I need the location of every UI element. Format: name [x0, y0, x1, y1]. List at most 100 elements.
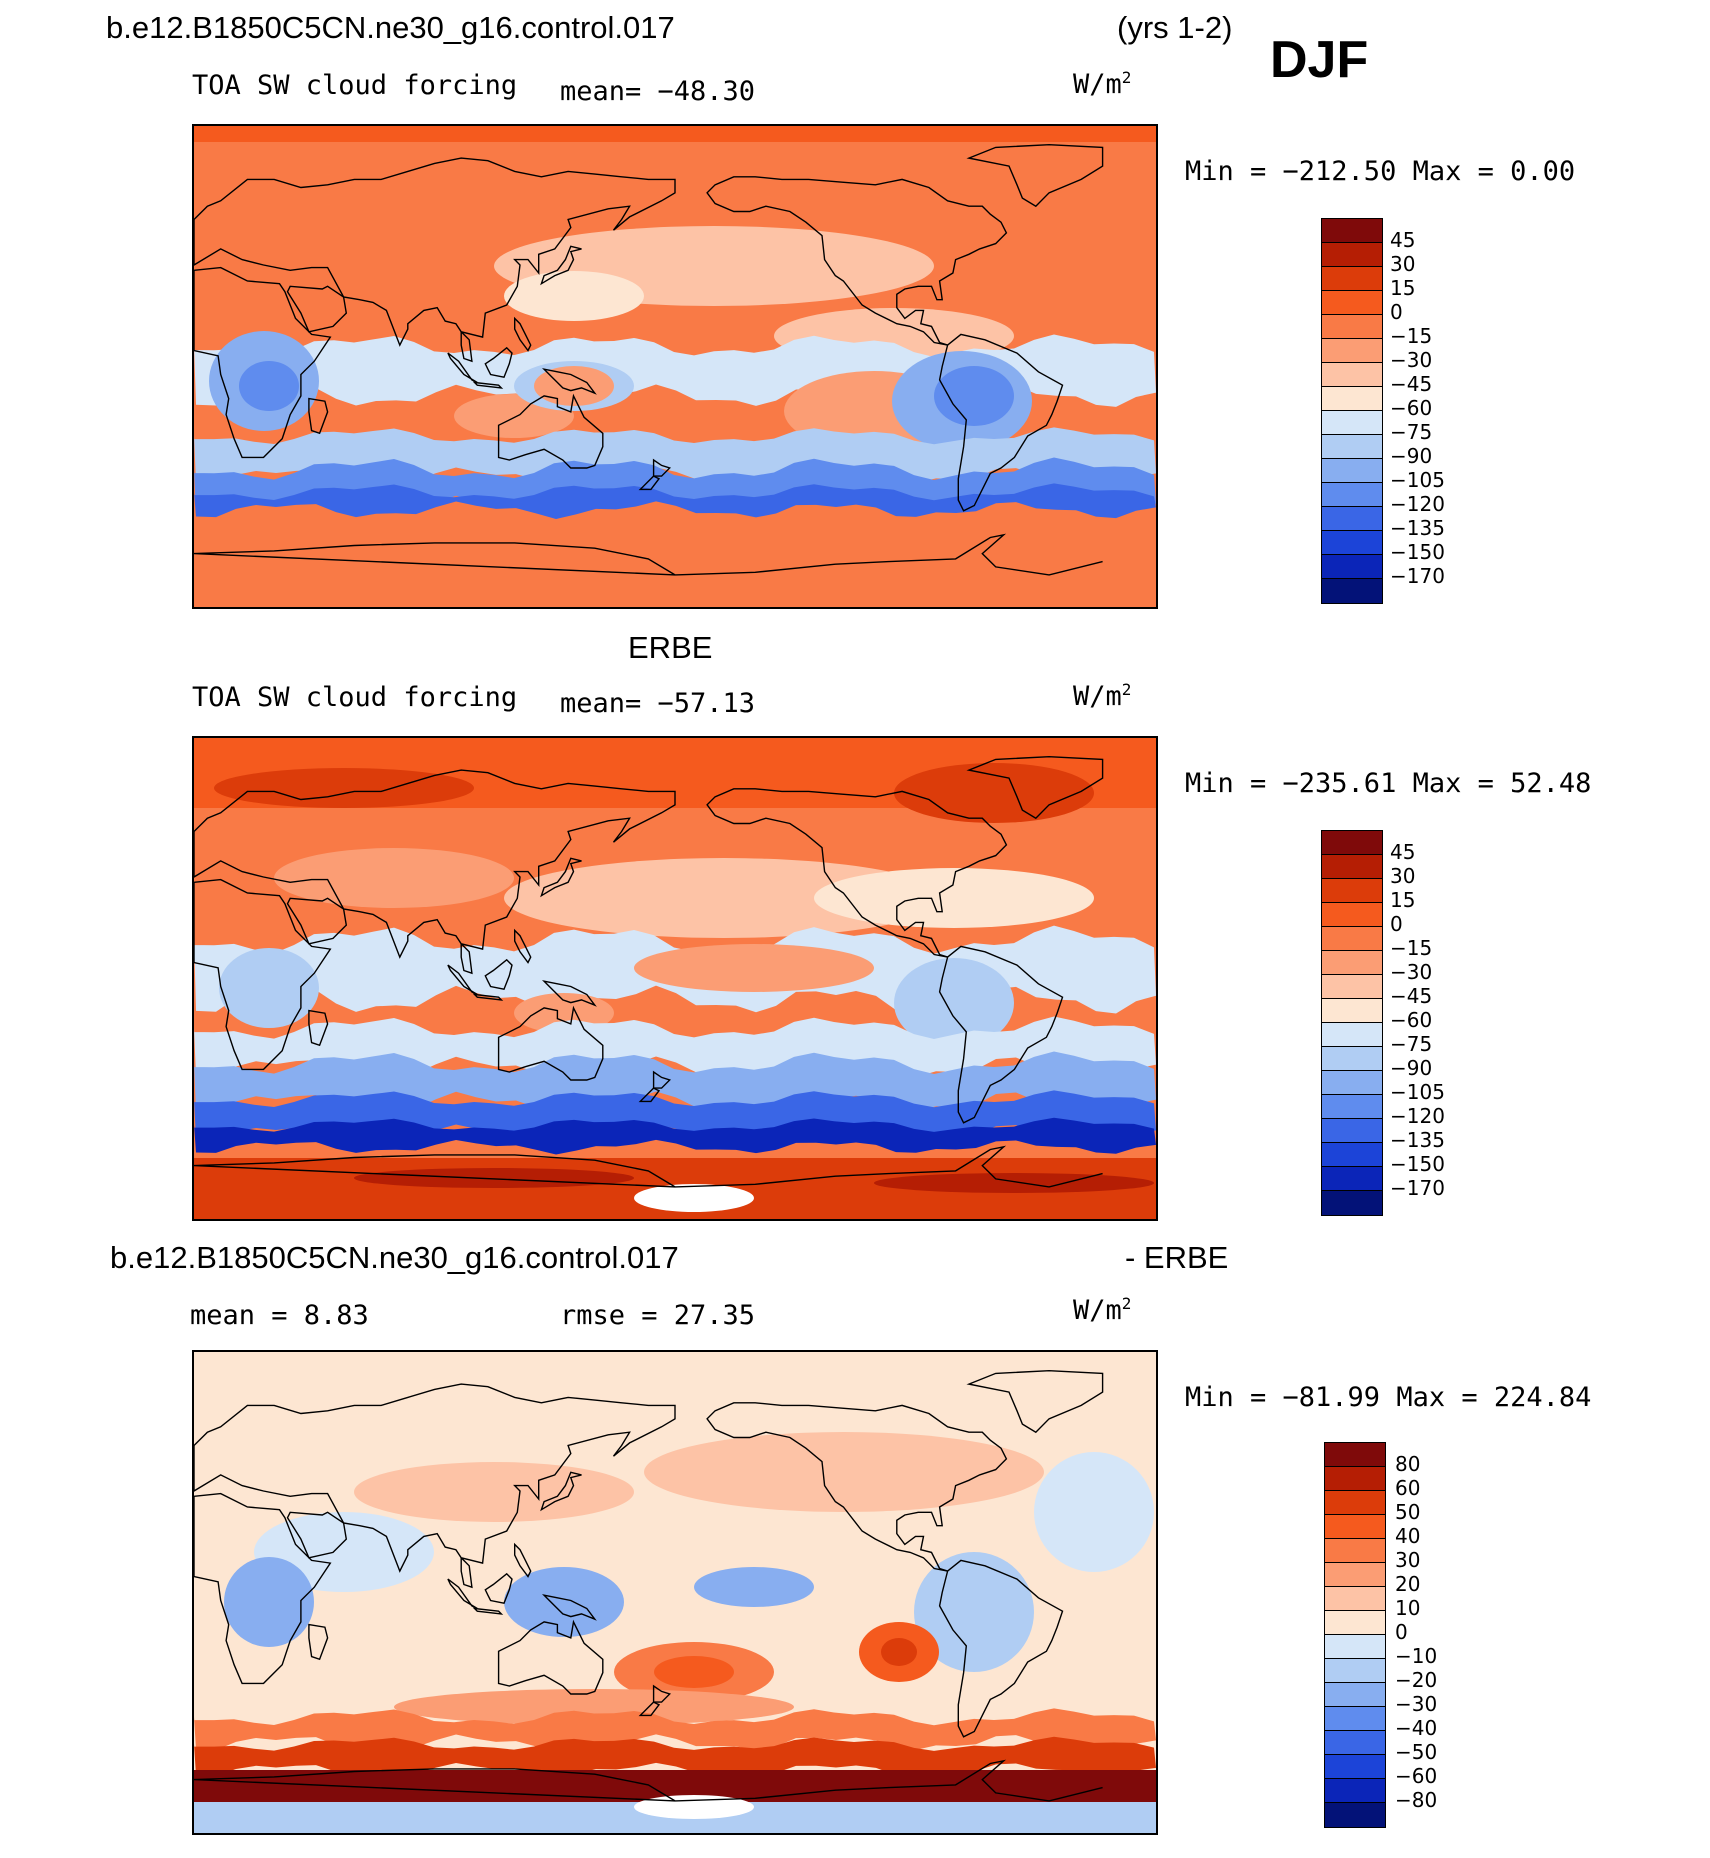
colorbar-swatch — [1322, 1023, 1382, 1047]
colorbar-swatch — [1322, 1191, 1382, 1215]
contour-region — [644, 1432, 1044, 1512]
panel3-title-right: - ERBE — [1125, 1240, 1229, 1275]
colorbar-swatch — [1322, 291, 1382, 315]
colorbar-swatch — [1322, 999, 1382, 1023]
colorbar-tick-label: 30 — [1390, 864, 1416, 888]
panel2-units: W/m2 — [1073, 680, 1132, 712]
colorbar-tick-label: −75 — [1390, 1032, 1433, 1056]
colorbar-swatch — [1325, 1659, 1385, 1683]
colorbar-tick-label: 15 — [1390, 276, 1416, 300]
contour-region — [239, 361, 299, 411]
panel3-map — [192, 1350, 1158, 1835]
contour-region — [274, 848, 514, 908]
colorbar-tick-label: −170 — [1390, 564, 1445, 588]
colorbar-swatch — [1325, 1755, 1385, 1779]
colorbar-swatch — [1322, 1047, 1382, 1071]
colorbar-swatch — [1322, 267, 1382, 291]
coastline — [194, 266, 332, 459]
coastline — [484, 346, 513, 379]
colorbar-swatch — [1322, 507, 1382, 531]
contour-region — [881, 1638, 917, 1666]
colorbar-swatch — [1322, 1143, 1382, 1167]
colorbar-tick-label: −90 — [1390, 1056, 1433, 1080]
colorbar-swatch — [1322, 1119, 1382, 1143]
southern-ocean-core — [194, 1117, 1156, 1155]
colorbar-swatch — [1322, 411, 1382, 435]
colorbar-tick-label: 15 — [1390, 888, 1416, 912]
contour-region — [534, 366, 614, 406]
coastline — [514, 1542, 532, 1578]
contour-region — [1034, 1452, 1154, 1572]
panel2-variable: TOA SW cloud forcing — [192, 682, 518, 713]
colorbar-swatch — [1322, 531, 1382, 555]
contour-region — [354, 1168, 634, 1188]
coastline — [497, 1005, 604, 1081]
colorbar-swatch — [1325, 1467, 1385, 1491]
coastline — [194, 1492, 332, 1685]
colorbar-swatch — [1322, 1071, 1382, 1095]
coastline — [308, 1009, 329, 1047]
colorbar-swatch — [1322, 903, 1382, 927]
colorbar-swatch — [1325, 1587, 1385, 1611]
panel3-title-left: b.e12.B1850C5CN.ne30_g16.control.017 — [110, 1240, 679, 1275]
coastline — [308, 1623, 329, 1661]
coastline — [484, 1572, 513, 1605]
contour-region — [394, 1689, 794, 1725]
colorbar-swatch — [1322, 579, 1382, 603]
coastline — [938, 945, 1064, 1124]
panel1-units: W/m2 — [1073, 68, 1132, 100]
colorbar-tick-label: 60 — [1395, 1476, 1421, 1500]
colorbar-swatch — [1322, 831, 1382, 855]
colorbar-tick-label: −60 — [1390, 1008, 1433, 1032]
contour-region — [874, 1173, 1154, 1193]
years-label: (yrs 1-2) — [1117, 10, 1233, 45]
coastline — [966, 143, 1104, 208]
colorbar-swatch — [1322, 483, 1382, 507]
colorbar-tick-label: −150 — [1390, 1152, 1445, 1176]
panel1-mean: mean= −48.30 — [560, 76, 756, 107]
colorbar-tick-label: 10 — [1395, 1596, 1421, 1620]
colorbar-tick-label: −150 — [1390, 540, 1445, 564]
coastline — [497, 1619, 604, 1695]
colorbar-tick-label: 0 — [1390, 912, 1403, 936]
colorbar-swatch — [1322, 219, 1382, 243]
coastline — [966, 1369, 1104, 1434]
colorbar-tick-label: −105 — [1390, 468, 1445, 492]
panel3-minmax: Min = −81.99 Max = 224.84 — [1185, 1382, 1592, 1413]
colorbar-tick-label: −60 — [1390, 396, 1433, 420]
coastline — [194, 157, 676, 363]
colorbar-swatch — [1322, 315, 1382, 339]
coastline — [194, 1145, 1103, 1188]
colorbar-swatch — [1325, 1707, 1385, 1731]
antarctic-field — [194, 524, 1156, 607]
coastline — [540, 1471, 582, 1512]
coastline — [652, 1684, 672, 1703]
panel1-variable: TOA SW cloud forcing — [192, 70, 518, 101]
coastline — [286, 897, 348, 945]
coastline — [938, 333, 1064, 512]
colorbar-swatch — [1325, 1683, 1385, 1707]
coastline — [194, 1383, 676, 1589]
coastline — [472, 1607, 504, 1615]
midlat-band-2 — [194, 1051, 1156, 1115]
contour-region — [914, 1552, 1034, 1672]
missing-data — [634, 1184, 754, 1212]
southern-ocean-core — [194, 483, 1156, 519]
panel1-minmax: Min = −212.50 Max = 0.00 — [1185, 156, 1576, 187]
colorbar-tick-label: −90 — [1390, 444, 1433, 468]
contour-region — [354, 1462, 634, 1522]
colorbar-swatch — [1322, 243, 1382, 267]
colorbar-swatch — [1325, 1515, 1385, 1539]
coastline — [541, 1594, 597, 1621]
colorbar-swatch — [1325, 1491, 1385, 1515]
colorbar-swatch — [1322, 855, 1382, 879]
colorbar-swatch — [1322, 1167, 1382, 1191]
coastline — [652, 1070, 672, 1089]
contour-region — [894, 958, 1014, 1048]
contour-region — [504, 271, 644, 321]
colorbar-tick-label: −30 — [1390, 348, 1433, 372]
contour-region — [634, 944, 874, 992]
coastline — [514, 928, 532, 964]
colorbar-tick-label: −45 — [1390, 372, 1433, 396]
panel3-mean: mean = 8.83 — [190, 1300, 369, 1331]
